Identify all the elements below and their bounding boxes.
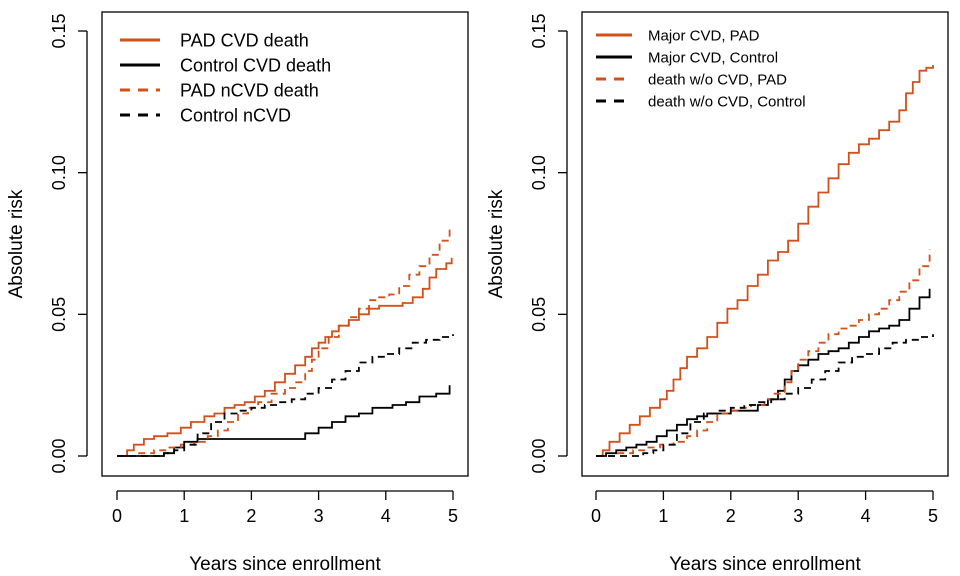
y-tick-label: 0.15	[49, 13, 69, 48]
chart-panel-2: 0 1 2 3 4 5 0.00 0.05 0.10 0.15 Years since enroll…	[486, 11, 949, 575]
x-tick-label: 1	[658, 506, 668, 526]
y-axis-title: Absolute risk	[486, 189, 507, 298]
x-axis-title: Years since enrollment	[669, 554, 861, 575]
y-tick-label: 0.00	[529, 438, 549, 473]
legend: Major CVD, PAD Major CVD, Control death w/…	[596, 27, 806, 110]
x-tick-label: 3	[314, 506, 324, 526]
series-line-4	[117, 334, 454, 457]
x-tick-label: 4	[381, 506, 391, 526]
x-tick-label: 5	[448, 506, 458, 526]
y-tick-label: 0.15	[529, 13, 549, 48]
legend-label: Major CVD, PAD	[648, 27, 760, 44]
series-line-3	[117, 226, 451, 457]
chart-panel-1: 0 1 2 3 4 5 0.00 0.05 0.10 0.15 Years since enroll…	[6, 11, 469, 575]
series-line-1	[596, 65, 934, 457]
series-line-2	[596, 288, 931, 457]
legend-label: PAD nCVD death	[180, 80, 319, 100]
legend-label: Control nCVD	[180, 105, 291, 125]
x-tick-label: 0	[591, 506, 601, 526]
legend-label: Control CVD death	[180, 55, 331, 75]
x-axis-title: Years since enrollment	[189, 554, 381, 575]
y-tick-label: 0.05	[49, 297, 69, 332]
legend-label: PAD CVD death	[180, 30, 309, 50]
series-line-4	[596, 334, 934, 457]
x-tick-label: 2	[246, 506, 256, 526]
x-tick-label: 5	[928, 506, 938, 526]
y-tick-label: 0.05	[529, 297, 549, 332]
y-tick-label: 0.10	[529, 155, 549, 190]
x-tick-label: 4	[861, 506, 871, 526]
series-line-1	[117, 257, 453, 457]
y-tick-label: 0.00	[49, 438, 69, 473]
legend: PAD CVD death Control CVD death PAD nCVD d…	[120, 30, 331, 125]
legend-label: death w/o CVD, PAD	[648, 71, 787, 88]
x-tick-label: 1	[179, 506, 189, 526]
y-tick-label: 0.10	[49, 155, 69, 190]
series-line-2	[117, 385, 451, 457]
x-tick-label: 0	[112, 506, 122, 526]
plot-frame	[101, 11, 469, 477]
plot-frame	[581, 11, 949, 477]
legend-label: Major CVD, Control	[648, 49, 778, 66]
x-tick-label: 2	[726, 506, 736, 526]
legend-label: death w/o CVD, Control	[648, 93, 806, 110]
y-axis-title: Absolute risk	[6, 189, 27, 298]
x-tick-label: 3	[793, 506, 803, 526]
